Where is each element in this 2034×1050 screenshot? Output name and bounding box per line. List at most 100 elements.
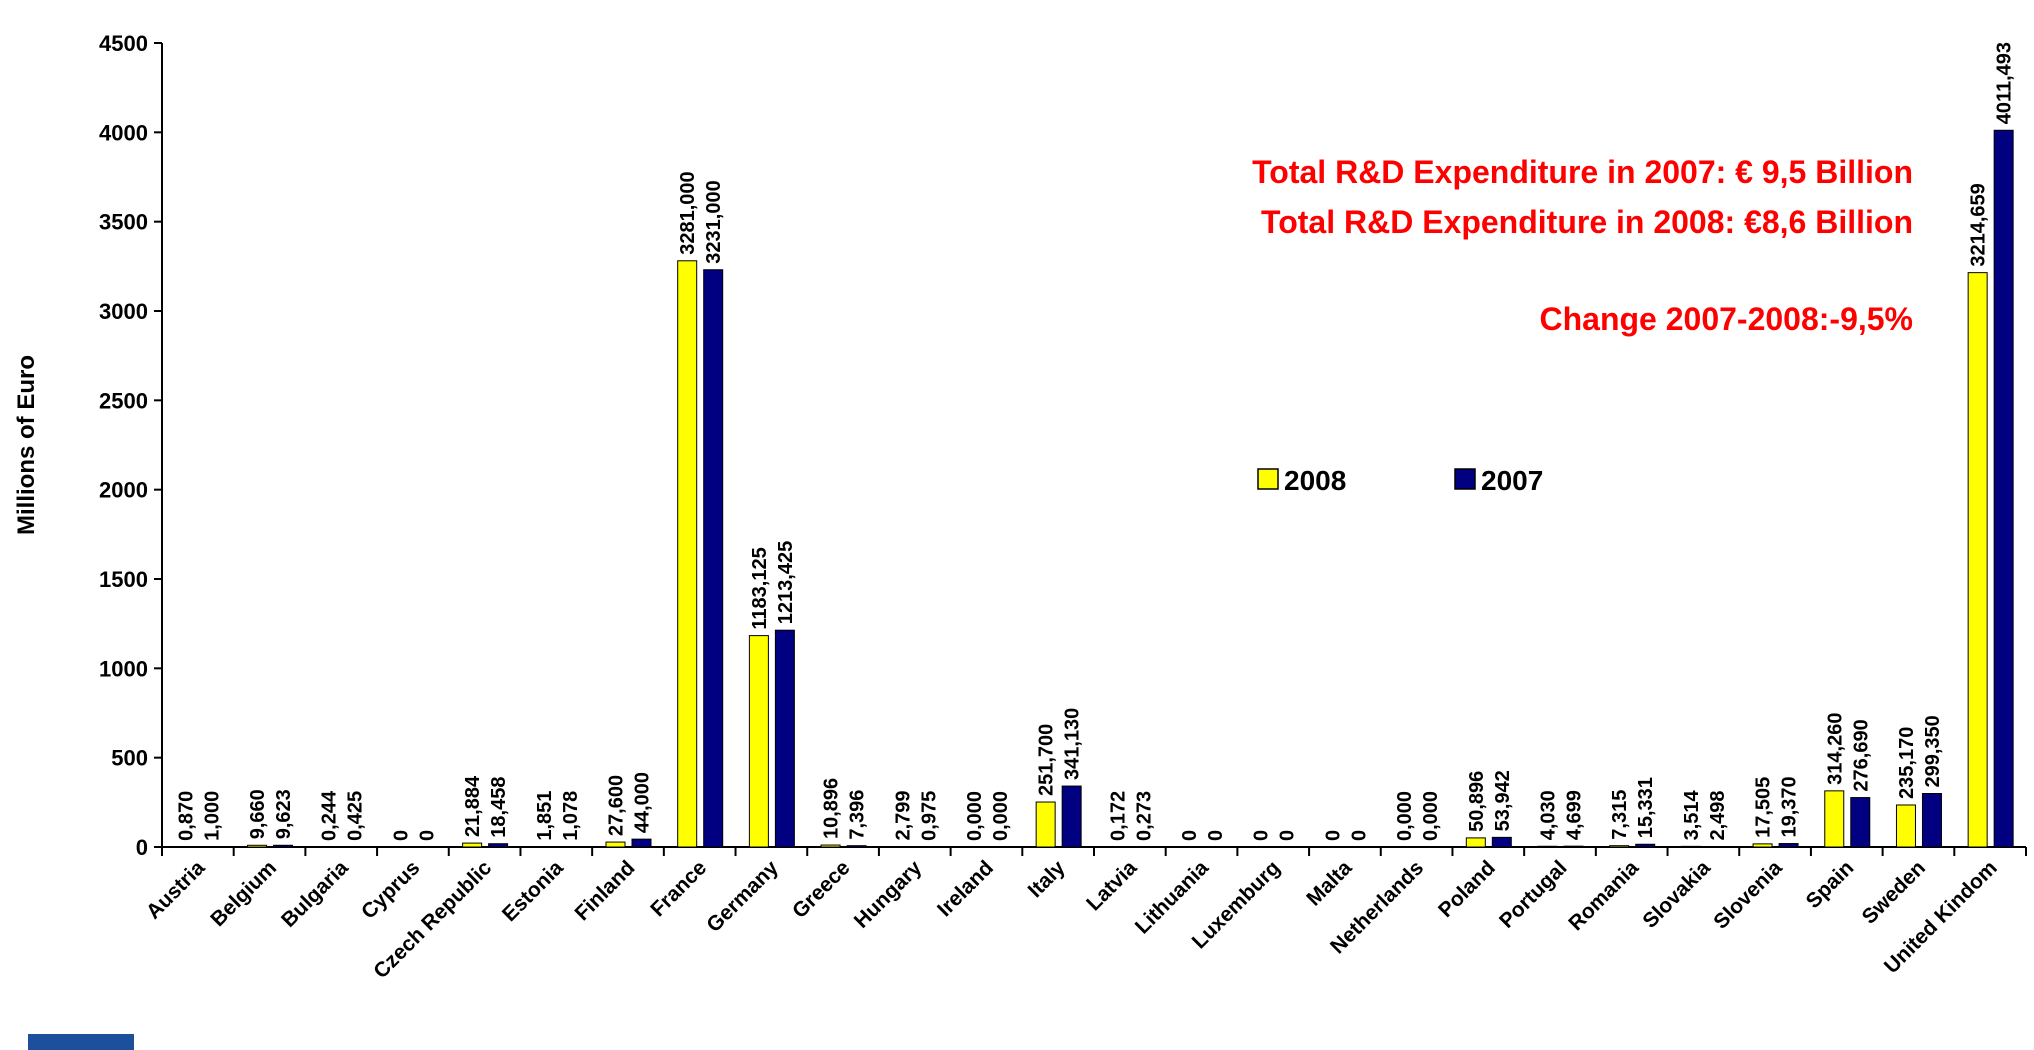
data-label: 0 — [1277, 830, 1299, 841]
x-tick-label: Austria — [142, 856, 210, 924]
bar — [1635, 843, 1656, 848]
legend-label: 2008 — [1284, 465, 1346, 496]
data-label: 0 — [1322, 830, 1344, 841]
bar — [1563, 845, 1584, 848]
data-label: 3214,659 — [1968, 183, 1990, 266]
y-tick-label: 4000 — [99, 120, 148, 145]
data-label: 341,130 — [1062, 708, 1084, 780]
x-tick-label: Hungary — [850, 856, 927, 933]
data-label: 0,425 — [345, 791, 367, 841]
x-tick-label: Romania — [1564, 856, 1643, 935]
annotation: Change 2007-2008:-9,5% — [1539, 301, 1913, 337]
bar — [1778, 843, 1799, 848]
data-label: 3231,000 — [703, 180, 725, 263]
x-tick-label: Slovenia — [1709, 856, 1787, 934]
data-label: 1,000 — [201, 791, 223, 841]
y-tick-label: 2500 — [99, 388, 148, 413]
bar — [1850, 797, 1871, 848]
data-label: 1,078 — [560, 791, 582, 841]
bar — [605, 841, 626, 848]
annotation: Total R&D Expenditure in 2007: € 9,5 Bil… — [1252, 154, 1913, 190]
x-tick-label: Italy — [1024, 856, 1070, 902]
y-tick-label: 0 — [136, 835, 148, 860]
data-label: 44,000 — [632, 772, 654, 833]
bar — [1537, 845, 1558, 848]
bar — [631, 838, 652, 848]
data-label: 0,975 — [918, 791, 940, 841]
bar — [1993, 129, 2014, 848]
x-tick-label: France — [646, 856, 711, 921]
y-tick-label: 3500 — [99, 210, 148, 235]
data-label: 0 — [1179, 830, 1201, 841]
x-tick-label: Belgium — [206, 856, 281, 931]
logo — [28, 1034, 134, 1050]
bar — [1967, 272, 1988, 848]
x-tick-label: Latvia — [1082, 856, 1141, 915]
y-tick-label: 1000 — [99, 656, 148, 681]
bar — [703, 269, 724, 848]
bar — [892, 845, 913, 848]
bar — [1491, 836, 1512, 848]
data-label: 299,350 — [1922, 715, 1944, 787]
data-label: 0,172 — [1107, 791, 1129, 841]
data-label: 18,458 — [488, 777, 510, 838]
y-tick-label: 1500 — [99, 567, 148, 592]
x-tick-label: Poland — [1434, 856, 1500, 922]
data-label: 251,700 — [1036, 724, 1058, 796]
data-label: 19,370 — [1779, 776, 1801, 837]
x-tick-label: Cyprus — [357, 856, 424, 923]
bar — [1035, 801, 1056, 848]
data-label: 15,331 — [1635, 777, 1657, 838]
x-tick-label: Bulgaria — [277, 856, 353, 932]
x-tick-label: Estonia — [498, 856, 568, 926]
data-label: 0,870 — [175, 791, 197, 841]
data-label: 0 — [416, 830, 438, 841]
x-tick-label: Greece — [788, 856, 855, 923]
bar — [1752, 843, 1773, 848]
x-tick-label: Germany — [702, 856, 783, 937]
bar — [1680, 845, 1701, 848]
data-label: 17,505 — [1753, 777, 1775, 838]
x-tick-label: Sweden — [1858, 856, 1930, 928]
data-label: 50,896 — [1466, 771, 1488, 832]
bar — [1609, 845, 1630, 848]
x-tick-label: Finland — [570, 856, 639, 925]
data-label: 10,896 — [821, 778, 843, 839]
y-axis-title: Millions of Euro — [13, 355, 40, 535]
data-label: 1183,125 — [749, 547, 771, 629]
data-label: 3281,000 — [677, 171, 699, 254]
data-label: 0,000 — [990, 791, 1012, 841]
y-tick-label: 4500 — [99, 31, 148, 56]
y-tick-label: 500 — [111, 746, 148, 771]
bar — [1895, 804, 1916, 848]
data-label: 21,884 — [462, 775, 484, 837]
bar — [846, 845, 867, 848]
bar — [1824, 790, 1845, 848]
legend-swatch — [1257, 468, 1279, 490]
x-tick-label: Ireland — [933, 856, 998, 921]
data-label: 0,000 — [1394, 791, 1416, 841]
data-label: 0 — [390, 830, 412, 841]
data-label: 1,851 — [534, 791, 556, 841]
bar — [677, 260, 698, 848]
annotation: Total R&D Expenditure in 2008: €8,6 Bill… — [1261, 204, 1913, 240]
data-label: 4011,493 — [1994, 42, 2016, 124]
bar — [462, 842, 483, 848]
x-tick-label: Spain — [1802, 856, 1859, 913]
data-label: 235,170 — [1896, 727, 1918, 799]
data-label: 276,690 — [1850, 719, 1872, 791]
data-label: 0,000 — [964, 791, 986, 841]
data-label: 0,273 — [1133, 791, 1155, 841]
data-label: 9,660 — [247, 789, 269, 839]
data-label: 7,396 — [847, 790, 869, 840]
legend-swatch — [1454, 468, 1476, 490]
data-label: 0 — [1251, 830, 1273, 841]
bar — [1921, 793, 1942, 848]
bar — [247, 844, 268, 848]
data-label: 3,514 — [1681, 789, 1703, 840]
data-label: 0 — [1205, 830, 1227, 841]
bar — [820, 844, 841, 848]
bar — [774, 629, 795, 848]
data-label: 0,244 — [319, 790, 341, 841]
